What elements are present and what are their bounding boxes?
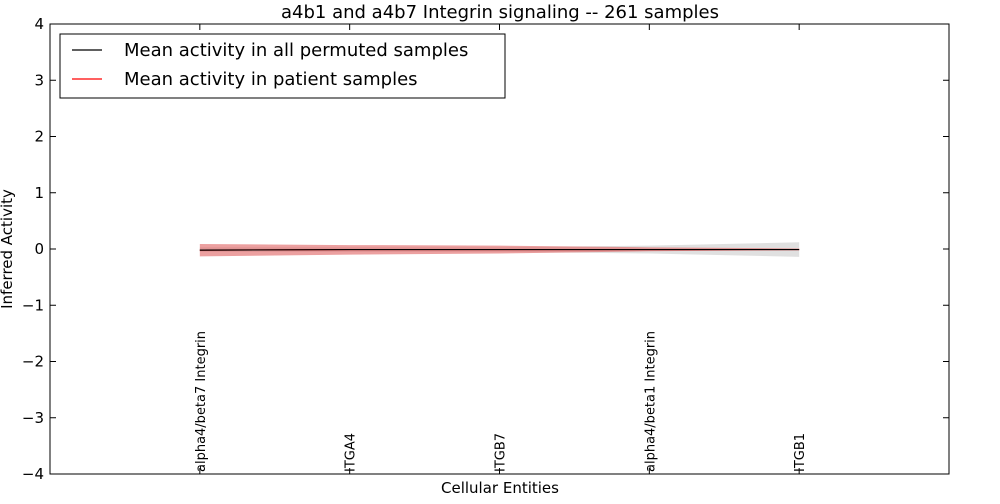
chart-title: a4b1 and a4b7 Integrin signaling -- 261 … [281,2,719,23]
legend-label-permuted: Mean activity in all permuted samples [124,40,468,61]
y-tick-label: 4 [34,15,44,33]
x-axis-label: Cellular Entities [441,479,559,497]
y-tick-label: −2 [22,353,44,371]
y-axis-label: Inferred Activity [0,189,16,309]
x-tick-label: alpha4/beta1 Integrin [643,331,658,472]
x-tick-label: ITGB7 [494,433,509,472]
series-lines [199,248,800,251]
x-axis: alpha4/beta7 Integrin ITGA4 ITGB7 alpha4/be… [194,24,808,474]
x-tick-label: alpha4/beta7 Integrin [194,331,209,472]
y-axis: 4 3 2 1 0 −1 −2 −3 −4 [22,15,949,483]
y-tick-label: 0 [34,240,44,258]
legend-box [59,33,506,99]
y-tick-label: −1 [22,296,44,314]
y-tick-label: 1 [34,184,44,202]
y-tick-label: 2 [34,128,44,146]
y-tick-label: −4 [22,465,44,483]
y-tick-label: 3 [34,71,44,89]
y-tick-label: −3 [22,409,44,427]
legend: Mean activity in all permuted samples Me… [59,33,506,99]
line-series-0 [199,248,800,251]
x-tick-label: ITGB1 [793,433,808,472]
x-tick-label: ITGA4 [344,433,359,472]
legend-label-patient: Mean activity in patient samples [124,69,418,90]
